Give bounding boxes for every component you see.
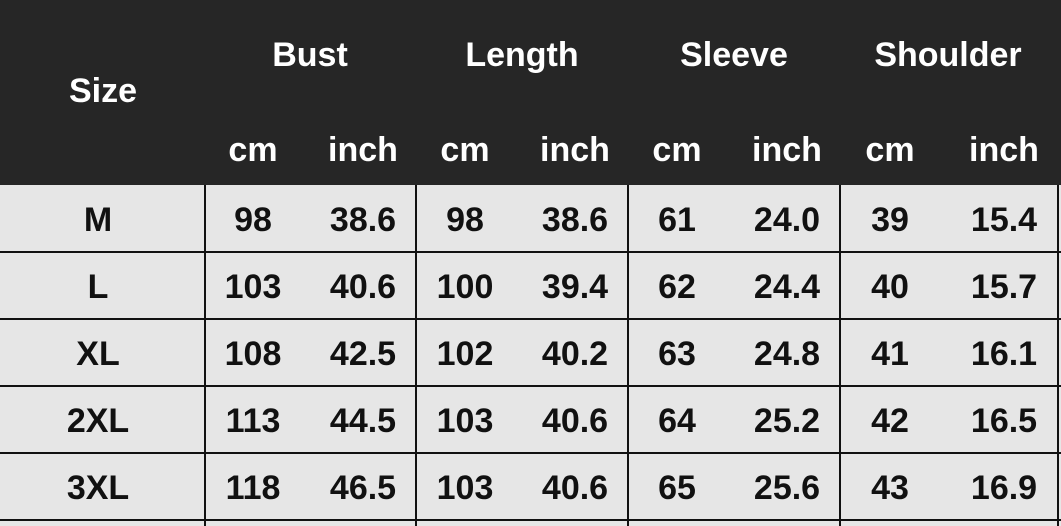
value-cell: 103 bbox=[436, 468, 494, 507]
value-cell: 25.2 bbox=[753, 401, 821, 440]
size-cell: 2XL bbox=[66, 401, 130, 440]
value-cell: 98 bbox=[446, 200, 484, 239]
value-cell: 102 bbox=[436, 334, 494, 373]
value-cell: 103 bbox=[224, 267, 282, 306]
row-line bbox=[0, 251, 1061, 253]
unit-header: inch bbox=[328, 131, 398, 169]
unit-header: cm bbox=[652, 131, 702, 169]
value-cell: 62 bbox=[658, 267, 696, 306]
value-cell: 16.5 bbox=[970, 401, 1038, 440]
value-cell: 61 bbox=[658, 200, 696, 239]
value-cell: 118 bbox=[225, 468, 281, 507]
value-cell: 40.2 bbox=[541, 334, 609, 373]
value-cell: 38.6 bbox=[329, 200, 397, 239]
value-cell: 15.7 bbox=[970, 267, 1038, 306]
value-cell: 24.0 bbox=[753, 200, 821, 239]
group-header: Sleeve bbox=[680, 36, 788, 74]
row-line bbox=[0, 519, 1061, 521]
value-cell: 39.4 bbox=[541, 267, 609, 306]
value-cell: 40.6 bbox=[541, 468, 609, 507]
group-header: Bust bbox=[272, 36, 348, 74]
value-cell: 63 bbox=[658, 334, 696, 373]
value-cell: 24.4 bbox=[753, 267, 821, 306]
size-cell: M bbox=[83, 200, 113, 239]
column-line bbox=[627, 185, 629, 526]
value-cell: 24.8 bbox=[753, 334, 821, 373]
value-cell: 15.4 bbox=[970, 200, 1038, 239]
value-cell: 38.6 bbox=[541, 200, 609, 239]
value-cell: 40.6 bbox=[329, 267, 397, 306]
header-band bbox=[0, 0, 1061, 185]
value-cell: 65 bbox=[658, 468, 696, 507]
value-cell: 44.5 bbox=[329, 401, 397, 440]
value-cell: 46.5 bbox=[329, 468, 397, 507]
row-line bbox=[0, 318, 1061, 320]
unit-header: inch bbox=[752, 131, 822, 169]
value-cell: 43 bbox=[871, 468, 909, 507]
value-cell: 98 bbox=[234, 200, 272, 239]
column-line bbox=[204, 185, 206, 526]
value-cell: 100 bbox=[436, 267, 494, 306]
value-cell: 108 bbox=[224, 334, 282, 373]
unit-header: cm bbox=[440, 131, 490, 169]
group-header: Shoulder bbox=[874, 36, 1022, 74]
unit-header: cm bbox=[865, 131, 915, 169]
size-header: Size bbox=[68, 72, 138, 110]
unit-header: inch bbox=[540, 131, 610, 169]
unit-header: cm bbox=[228, 131, 278, 169]
value-cell: 42.5 bbox=[329, 334, 397, 373]
value-cell: 113 bbox=[225, 401, 281, 440]
value-cell: 16.9 bbox=[970, 468, 1038, 507]
row-line bbox=[0, 452, 1061, 454]
value-cell: 64 bbox=[658, 401, 696, 440]
unit-header: inch bbox=[969, 131, 1039, 169]
value-cell: 16.1 bbox=[970, 334, 1038, 373]
group-header: Length bbox=[465, 36, 579, 74]
value-cell: 25.6 bbox=[753, 468, 821, 507]
column-line bbox=[415, 185, 417, 526]
value-cell: 41 bbox=[871, 334, 909, 373]
value-cell: 103 bbox=[436, 401, 494, 440]
value-cell: 39 bbox=[871, 200, 909, 239]
size-cell: L bbox=[87, 267, 109, 306]
size-cell: XL bbox=[76, 334, 120, 373]
column-line bbox=[839, 185, 841, 526]
value-cell: 42 bbox=[871, 401, 909, 440]
row-line bbox=[0, 385, 1061, 387]
column-line bbox=[1057, 185, 1059, 526]
value-cell: 40.6 bbox=[541, 401, 609, 440]
value-cell: 40 bbox=[871, 267, 909, 306]
size-cell: 3XL bbox=[66, 468, 130, 507]
